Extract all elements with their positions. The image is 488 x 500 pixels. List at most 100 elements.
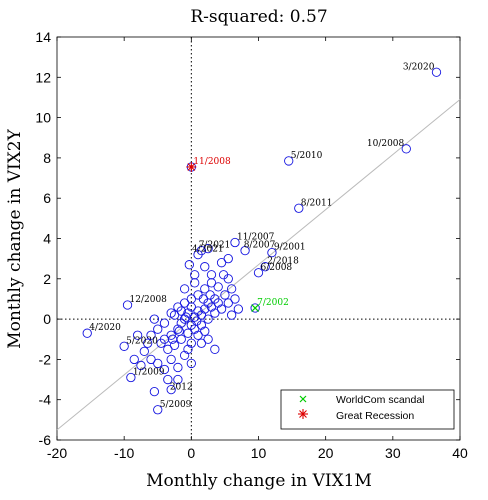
point-label: 7/2002 (257, 298, 289, 308)
x-tick-label: 10 (251, 445, 267, 461)
x-tick-label: -10 (114, 445, 134, 461)
data-point (205, 290, 215, 300)
data-point (186, 338, 196, 348)
data-point (159, 318, 170, 328)
data-point (132, 330, 143, 340)
data-point (210, 344, 220, 354)
data-point (233, 304, 244, 314)
data-point (216, 258, 227, 268)
point-label: 9/2001 (274, 243, 306, 253)
x-tick-label: 20 (318, 445, 334, 461)
data-point (166, 354, 176, 365)
data-point (200, 326, 210, 336)
legend: WorldCom scandal Great Recession (280, 389, 455, 430)
data-point (183, 344, 193, 354)
legend-label-worldcom: WorldCom scandal (336, 394, 425, 406)
point-label: 7/2021 (199, 241, 231, 251)
data-point (203, 334, 213, 344)
data-point (196, 310, 207, 320)
data-point (226, 310, 237, 320)
point-label: 4/2020 (89, 323, 121, 333)
data-point (206, 302, 217, 312)
x-tick-label: 40 (452, 445, 468, 461)
data-point (200, 262, 210, 272)
y-tick-label: 4 (43, 231, 51, 247)
data-point (213, 298, 223, 308)
data-point (119, 341, 129, 351)
data-point (163, 344, 173, 354)
data-point (250, 303, 260, 313)
x-tick-label: 0 (187, 445, 195, 461)
y-tick-label: 12 (35, 69, 51, 85)
data-point (196, 338, 207, 348)
y-tick-label: 10 (35, 110, 51, 126)
y-tick-label: 0 (43, 311, 51, 327)
data-point (169, 310, 180, 320)
point-label: 1/2009 (133, 368, 165, 378)
data-point (213, 282, 223, 292)
legend-box (280, 389, 455, 430)
point-label: 6/2008 (261, 263, 293, 273)
data-point (153, 405, 163, 415)
point-label: 8/2011 (301, 198, 333, 208)
data-point (139, 346, 149, 356)
fit-line (56, 99, 461, 431)
data-point (183, 328, 193, 338)
data-point (166, 330, 176, 340)
point-label: 11/2008 (193, 157, 231, 167)
data-point (267, 247, 277, 258)
point-label: 5/2010 (291, 151, 323, 161)
data-point (401, 144, 411, 154)
point-label: 3/2020 (403, 62, 435, 72)
data-point (174, 326, 184, 336)
data-point (126, 372, 136, 383)
x-tick-label: 30 (385, 445, 401, 461)
y-tick-label: -2 (39, 351, 52, 367)
y-tick-label: -6 (39, 432, 52, 448)
y-tick-label: 6 (43, 190, 51, 206)
data-point (200, 284, 210, 294)
point-label: 4/2021 (192, 245, 224, 255)
data-point (230, 294, 240, 304)
data-point (260, 262, 270, 272)
data-point (169, 340, 180, 350)
point-label: 2/2018 (267, 257, 299, 267)
plot-area: -20 -10 0 10 20 30 40-6-4-2024681012143/202010… (35, 29, 468, 461)
data-point (240, 245, 250, 256)
data-point (294, 203, 304, 213)
recession-marker (187, 163, 196, 171)
data-point (149, 314, 160, 324)
point-label: 5/2020 (126, 336, 158, 346)
data-point (203, 314, 213, 324)
data-point (173, 324, 183, 334)
data-point (176, 334, 186, 344)
data-point (193, 249, 203, 260)
x-tick-label: -20 (47, 445, 67, 461)
data-point (192, 316, 202, 326)
data-point (179, 350, 190, 361)
data-point (179, 298, 190, 308)
data-point (179, 314, 190, 324)
y-tick-label: 8 (43, 150, 51, 166)
data-point (216, 304, 227, 314)
point-label: 10/2008 (367, 139, 405, 149)
data-point (181, 312, 191, 322)
data-point (203, 243, 213, 254)
x-axis-label: Monthly change in VIX1M (146, 471, 372, 491)
legend-label-recession: Great Recession (336, 410, 414, 422)
y-tick-label: -4 (39, 392, 52, 408)
point-label: 11/2007 (237, 233, 275, 243)
data-point (284, 156, 294, 166)
data-point (179, 284, 190, 294)
data-point (136, 360, 146, 371)
data-point (186, 358, 196, 369)
data-point (146, 354, 156, 365)
data-point (153, 358, 163, 369)
chart-title: R-squared: 0.57 (190, 7, 327, 27)
data-point (167, 334, 178, 344)
point-label: 8/2007 (244, 241, 276, 251)
data-point (159, 364, 170, 375)
data-point (153, 324, 163, 334)
data-point (206, 270, 217, 280)
